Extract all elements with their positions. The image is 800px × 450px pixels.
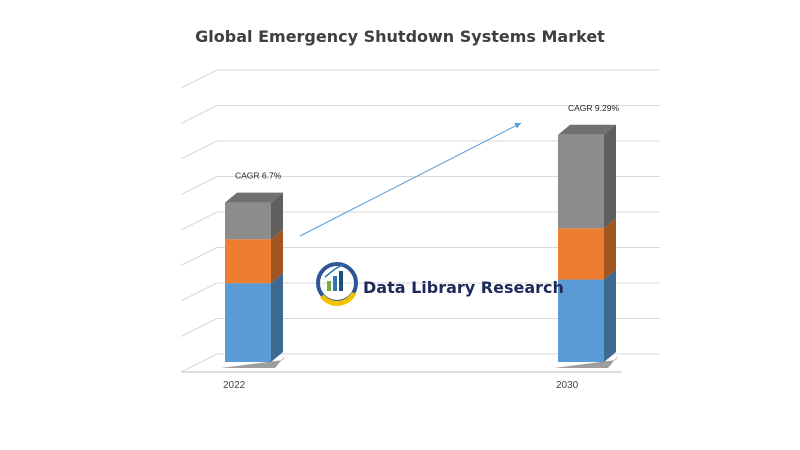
- gridline-diagonal: [180, 318, 218, 337]
- bar-side: [271, 273, 283, 362]
- gridline-diagonal: [180, 140, 218, 160]
- bar-front: [225, 239, 271, 284]
- bar-top: [558, 124, 616, 135]
- cagr-annotation: CAGR 6.7%: [235, 171, 282, 181]
- bar-shadow: [221, 356, 285, 368]
- bar-side: [604, 218, 616, 280]
- bar-front: [558, 228, 604, 280]
- x-tick-label: 2022: [223, 380, 246, 391]
- bar-front: [558, 134, 604, 229]
- bar-side: [271, 229, 283, 284]
- gridline-diagonal: [180, 105, 218, 124]
- gridline-diagonal: [180, 176, 218, 195]
- bar-front: [225, 283, 271, 362]
- bar-side: [604, 269, 616, 362]
- logo-text: Data Library Research: [363, 278, 564, 297]
- bar-front: [558, 279, 604, 362]
- bar-segment: [225, 192, 283, 240]
- bar-segment: [558, 124, 616, 229]
- bar-front: [225, 202, 271, 240]
- company-logo: Data Library Research: [316, 262, 564, 306]
- bar-segment: [225, 273, 283, 362]
- bar-side: [604, 124, 616, 229]
- trend-arrow: [299, 122, 522, 237]
- trend-arrow-line: [299, 122, 522, 237]
- gridline-diagonal: [180, 69, 218, 89]
- gridline-diagonal: [180, 211, 218, 231]
- gridline-diagonal: [180, 282, 218, 302]
- cagr-annotation: CAGR 9.29%: [568, 103, 619, 113]
- gridline-diagonal: [180, 353, 218, 373]
- bar-segment: [558, 269, 616, 362]
- bar-shadow: [554, 356, 618, 368]
- bar-segment: [558, 218, 616, 280]
- chart-title: Global Emergency Shutdown Systems Market: [195, 27, 605, 46]
- labels: 2022 2030 CAGR 6.7% CAGR 9.29%: [223, 103, 619, 391]
- bars: [221, 124, 618, 368]
- bar-top: [225, 192, 283, 203]
- gridline-diagonal: [180, 247, 218, 266]
- bar-chart-globe-icon: [316, 262, 358, 306]
- bar-side: [271, 192, 283, 240]
- bar-segment: [225, 229, 283, 284]
- x-tick-label: 2030: [556, 380, 579, 391]
